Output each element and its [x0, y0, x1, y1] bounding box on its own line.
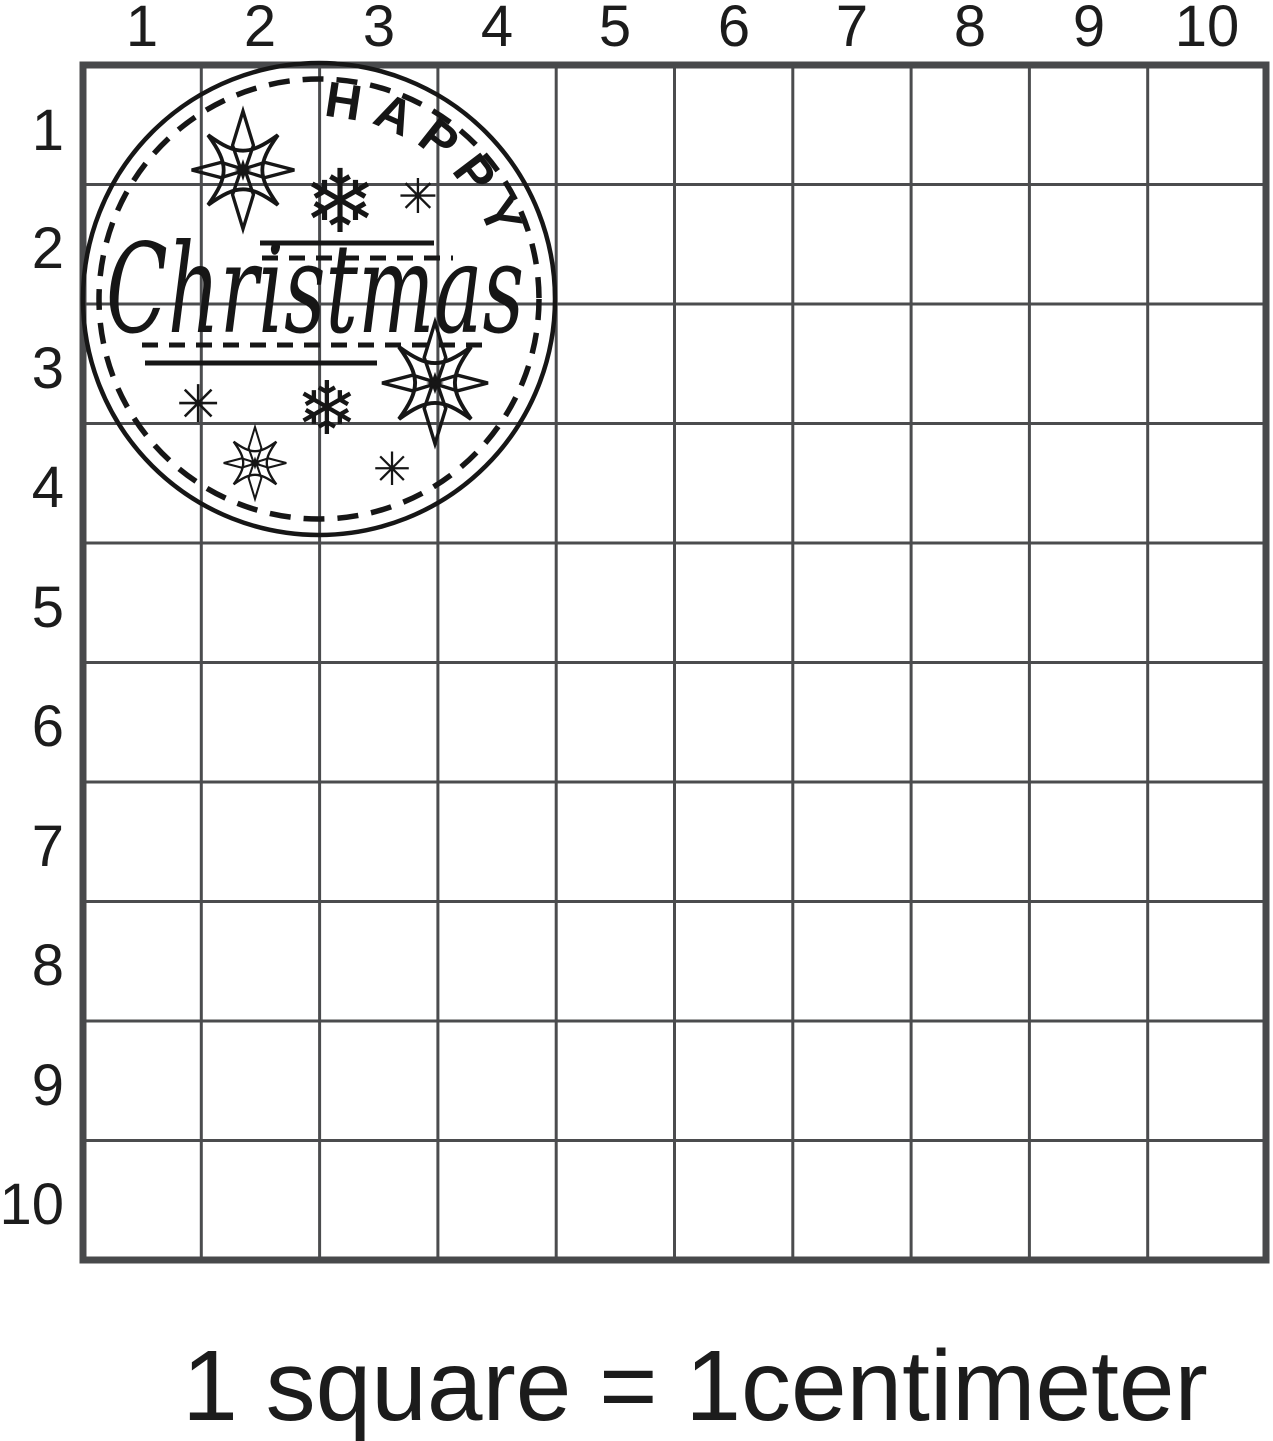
grid-row-label: 4 [32, 455, 64, 520]
stamp-texts: HAPPY Christmas ❄ ❄ ✳ ✳ ✳ [106, 71, 526, 496]
grid-column-label: 1 [126, 0, 158, 59]
grid-row-label: 10 [0, 1172, 64, 1237]
stamp-main-text: Christmas [106, 218, 524, 362]
grid-column-label: 6 [718, 0, 750, 59]
grid-row-label: 8 [32, 933, 64, 998]
grid-column-label: 8 [954, 0, 986, 59]
grid-row-label: 3 [32, 336, 64, 401]
grid-column-label: 4 [481, 0, 513, 59]
grid-row-label: 7 [32, 814, 64, 879]
grid-column-labels: 1 2 3 4 5 6 7 8 9 10 [126, 0, 1239, 59]
grid-column-label: 2 [244, 0, 276, 59]
stamp-dashed-circle [96, 76, 542, 522]
branch-snowflake-icon: ❄ [296, 366, 358, 452]
grid-column-label: 7 [836, 0, 868, 59]
grid-row-labels: 1 2 3 4 5 6 7 8 9 10 [0, 98, 64, 1237]
asterisk-snowflake-icon: ✳ [398, 169, 438, 225]
grid-column-label: 9 [1073, 0, 1105, 59]
grid-row-label: 6 [32, 694, 64, 759]
grid-column-label: 10 [1175, 0, 1240, 59]
stamp-artwork [80, 60, 558, 538]
grid-row-label: 2 [32, 216, 64, 281]
scale-caption: 1 square = 1centimeter [182, 1330, 1208, 1441]
grid-border [79, 61, 1270, 1264]
grid-column-label: 5 [599, 0, 631, 59]
asterisk-snowflake-icon: ✳ [176, 375, 220, 435]
christmas-stamp: HAPPY Christmas ❄ ❄ ✳ ✳ ✳ [80, 60, 558, 538]
grid-row-label: 1 [32, 98, 64, 163]
asterisk-snowflake-icon: ✳ [373, 442, 412, 496]
grid-row-label: 9 [32, 1053, 64, 1118]
grid-column-label: 3 [363, 0, 395, 59]
star-snowflake-icon [211, 419, 299, 507]
grid [79, 61, 1270, 1264]
stamp-outer-circle [80, 60, 558, 538]
grid-row-label: 5 [32, 575, 64, 640]
branch-snowflake-icon: ❄ [303, 150, 377, 253]
